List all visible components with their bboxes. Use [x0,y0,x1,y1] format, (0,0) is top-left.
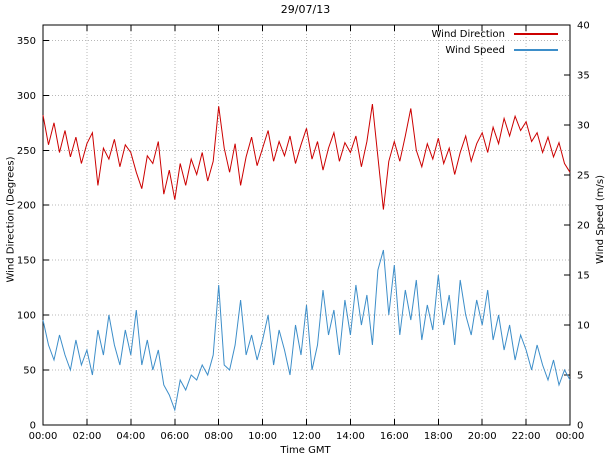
series-wind-speed [42,249,571,412]
y-right-tick-label: 40 [577,21,590,32]
legend-label-wind-speed: Wind Speed [445,44,505,56]
legend-label-wind-direction: Wind Direction [431,28,506,40]
legend: Wind Direction Wind Speed [431,26,558,58]
series-wind-direction [42,104,571,210]
y-right-tick-label: 25 [577,171,590,182]
y-right-tick-label: 35 [577,71,590,82]
y-axis-label-left: Wind Direction (Degrees) [5,156,17,283]
x-tick-label: 04:00 [116,431,145,442]
x-tick-label: 00:00 [29,431,58,442]
x-tick-label: 10:00 [248,431,277,442]
y-right-tick-label: 5 [577,371,583,382]
y-left-tick-label: 50 [23,366,36,377]
x-tick-label: 08:00 [204,431,233,442]
x-tick-label: 18:00 [424,431,453,442]
x-tick-label: 16:00 [380,431,409,442]
x-tick-label: 02:00 [73,431,102,442]
y-left-tick-label: 300 [17,91,36,102]
y-left-tick-label: 250 [17,146,36,157]
y-right-tick-label: 30 [577,121,590,132]
y-left-tick-label: 350 [17,36,36,47]
x-tick-label: 22:00 [512,431,541,442]
y-right-tick-label: 20 [577,221,590,232]
y-axis-label-right-wrap: Wind Speed (m/s) [589,0,611,439]
y-axis-label-left-wrap: Wind Direction (Degrees) [0,0,22,439]
x-tick-label: 20:00 [468,431,497,442]
y-right-tick-label: 15 [577,271,590,282]
x-axis-label: Time GMT [280,445,331,456]
y-right-tick-label: 0 [577,421,583,432]
y-left-tick-label: 150 [17,256,36,267]
x-tick-label: 06:00 [160,431,189,442]
x-tick-label: 14:00 [336,431,365,442]
x-tick-label: 12:00 [292,431,321,442]
legend-line-wind-direction [514,33,558,35]
legend-entry-wind-direction: Wind Direction [431,26,558,42]
legend-entry-wind-speed: Wind Speed [432,42,558,58]
chart-title: 29/07/13 [280,3,331,16]
y-axis-label-right: Wind Speed (m/s) [594,175,606,264]
y-left-tick-label: 0 [30,421,36,432]
y-left-tick-label: 200 [17,201,36,212]
y-left-tick-label: 100 [17,311,36,322]
legend-line-wind-speed [514,49,558,51]
y-right-tick-label: 10 [577,321,590,332]
x-tick-label: 00:00 [556,431,585,442]
